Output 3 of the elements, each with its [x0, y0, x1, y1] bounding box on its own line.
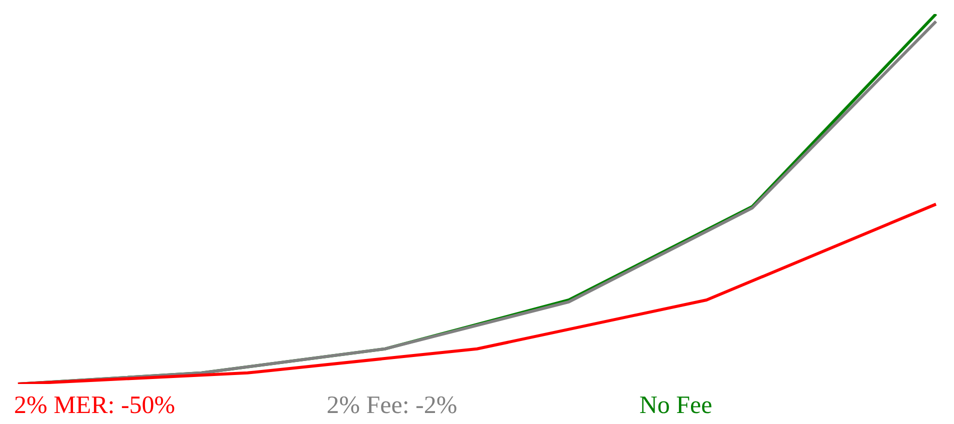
series-label: 2% MER: -50% [13, 392, 176, 420]
series-label: 2% Fee: -2% [326, 392, 458, 420]
text: No Fee [638, 392, 714, 420]
